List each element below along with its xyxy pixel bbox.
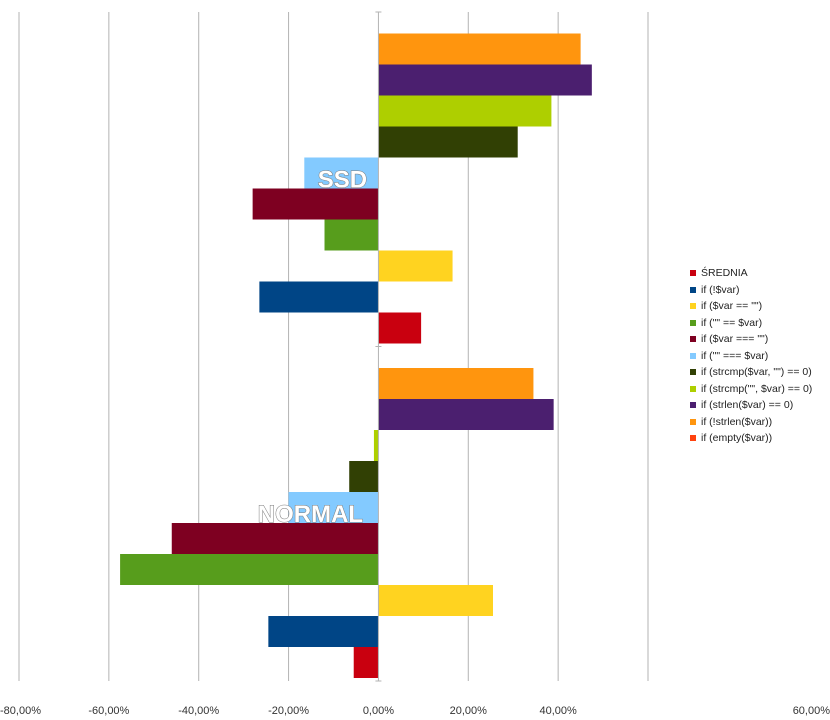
bar-normal-8 — [378, 399, 554, 430]
legend-label: if (empty($var)) — [701, 432, 773, 445]
legend-swatch — [690, 270, 696, 277]
legend-item: if ($var === "") — [690, 331, 812, 348]
legend-label: if (!$var) — [701, 283, 740, 296]
bar-normal-5 — [288, 492, 379, 523]
legend-item: if (strcmp($var, "") == 0) — [690, 364, 812, 381]
bar-normal-1 — [268, 616, 379, 647]
legend-label: if ("" == $var) — [701, 316, 763, 329]
bar-ssd-4 — [252, 188, 379, 220]
x-tick-label: 60,00% — [793, 705, 830, 717]
legend-item: if (strlen($var) == 0) — [690, 397, 812, 414]
legend-label: if (strlen($var) == 0) — [701, 399, 794, 412]
x-axis: -80,00% -60,00% -40,00% -20,00% 0,00% 20,00% 4… — [0, 11, 830, 717]
legend-label: if (strcmp($var, "") == 0) — [701, 366, 812, 379]
legend-swatch — [690, 385, 696, 392]
legend-swatch — [690, 303, 696, 310]
bar-normal-4 — [171, 523, 379, 554]
legend: ŚREDNIA if (!$var) if ($var == "") if ("" =… — [690, 265, 812, 447]
legend-item: ŚREDNIA — [690, 265, 812, 282]
legend-item: if (strcmp("", $var) == 0) — [690, 381, 812, 398]
x-tick-label: 0,00% — [363, 705, 394, 717]
bar-ssd-0 — [378, 312, 422, 344]
legend-swatch — [690, 435, 696, 442]
legend-label: if ($var == "") — [701, 300, 763, 313]
group-labels: NORMAL SSD — [257, 166, 367, 529]
legend-swatch — [690, 336, 696, 343]
legend-swatch — [690, 352, 696, 359]
bars-layer — [120, 33, 592, 678]
bar-normal-6 — [349, 461, 379, 492]
x-tick-label: 40,00% — [539, 705, 577, 717]
bar-ssd-7 — [378, 95, 552, 127]
legend-swatch — [690, 418, 696, 425]
legend-item: if (!$var) — [690, 282, 812, 299]
x-tick-label: -60,00% — [88, 705, 129, 717]
bar-ssd-2 — [378, 250, 453, 282]
bar-ssd-1 — [259, 281, 379, 313]
bar-ssd-8 — [378, 64, 592, 96]
x-tick-label: -80,00% — [0, 705, 41, 717]
legend-label: if ("" === $var) — [701, 349, 769, 362]
x-tick-label: -20,00% — [268, 705, 309, 717]
legend-item: if (!strlen($var)) — [690, 414, 812, 431]
bar-normal-0 — [353, 647, 379, 678]
legend-label: if ($var === "") — [701, 333, 769, 346]
group-label-normal: NORMAL — [258, 501, 363, 528]
x-tick-label: 20,00% — [450, 705, 488, 717]
bar-ssd-3 — [324, 219, 379, 251]
bar-normal-2 — [378, 585, 493, 616]
legend-swatch — [690, 369, 696, 376]
bar-ssd-6 — [378, 126, 518, 158]
x-tick-label: -40,00% — [178, 705, 219, 717]
legend-swatch — [690, 286, 696, 293]
legend-swatch — [690, 402, 696, 409]
legend-item: if ("" === $var) — [690, 348, 812, 365]
legend-label: if (strcmp("", $var) == 0) — [701, 382, 813, 395]
legend-item: if ("" == $var) — [690, 315, 812, 332]
legend-item: if ($var == "") — [690, 298, 812, 315]
legend-label: if (!strlen($var)) — [701, 415, 773, 428]
group-label-ssd: SSD — [318, 166, 367, 193]
bar-normal-3 — [120, 554, 379, 585]
legend-label: ŚREDNIA — [701, 267, 748, 280]
bar-ssd-9 — [378, 33, 581, 65]
bar-normal-7 — [373, 430, 379, 461]
bar-normal-9 — [378, 368, 534, 399]
legend-swatch — [690, 319, 696, 326]
bar-ssd-5 — [304, 157, 379, 189]
legend-item: if (empty($var)) — [690, 430, 812, 447]
